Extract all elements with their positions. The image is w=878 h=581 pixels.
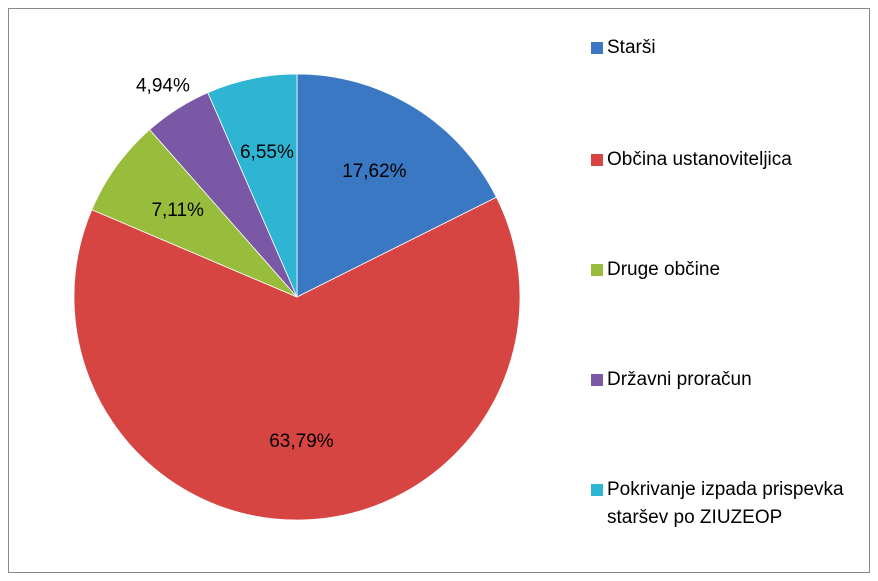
data-label: 4,94% bbox=[136, 75, 190, 96]
legend-swatch bbox=[591, 374, 603, 386]
data-label: 7,11% bbox=[151, 200, 204, 221]
legend-swatch bbox=[591, 484, 603, 496]
legend-entry: Druge občine bbox=[591, 256, 847, 284]
data-label: 6,55% bbox=[240, 142, 294, 163]
legend-entry: Državni proračun bbox=[591, 366, 847, 394]
legend-swatch bbox=[591, 154, 603, 166]
data-label: 17,62% bbox=[342, 161, 407, 182]
legend-label: Druge občine bbox=[607, 259, 721, 280]
legend-label: Občina ustanoviteljica bbox=[607, 149, 792, 170]
legend-label: Pokrivanje izpada prispevka staršev po Z… bbox=[607, 479, 844, 528]
legend-entry: Starši bbox=[591, 34, 847, 62]
pie-slice bbox=[296, 73, 497, 298]
legend-entry: Pokrivanje izpada prispevka staršev po Z… bbox=[591, 476, 847, 532]
pie-slice bbox=[73, 196, 521, 521]
legend-entry: Občina ustanoviteljica bbox=[591, 146, 847, 174]
legend-swatch bbox=[591, 42, 603, 54]
legend-label: Državni proračun bbox=[607, 369, 752, 390]
legend-swatch bbox=[591, 264, 603, 276]
pie-slice bbox=[207, 73, 298, 298]
data-label: 63,79% bbox=[269, 431, 334, 452]
pie-slice bbox=[91, 129, 298, 298]
legend-label: Starši bbox=[607, 37, 656, 58]
